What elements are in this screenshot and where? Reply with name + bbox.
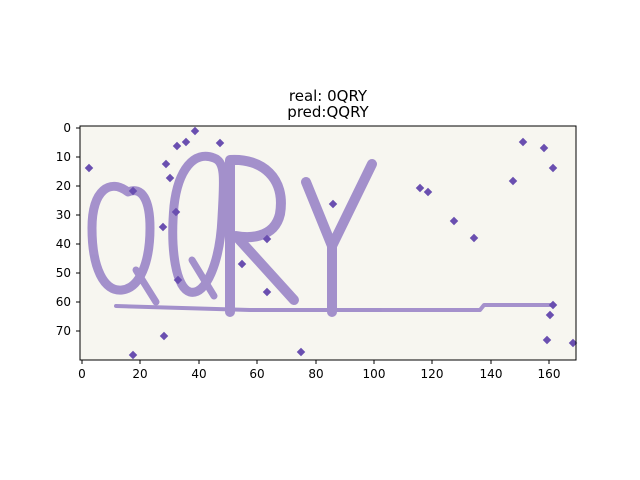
noise-dot — [181, 137, 191, 147]
x-tick-label: 80 — [308, 367, 323, 381]
noise-dot — [165, 173, 175, 183]
x-tick: 60 — [249, 360, 265, 381]
x-tick-label: 0 — [78, 367, 86, 381]
y-tick: 30 — [56, 208, 80, 222]
y-axis: 0 10 20 30 40 50 60 70 — [56, 121, 80, 338]
noise-dot — [215, 138, 225, 148]
x-tick: 40 — [191, 360, 207, 381]
y-tick-label: 50 — [56, 266, 71, 280]
noise-dot — [237, 259, 247, 269]
captcha-strokes — [87, 151, 554, 317]
noise-dots — [84, 126, 578, 360]
noise-dot — [328, 199, 338, 209]
y-tick-label: 40 — [56, 237, 71, 251]
y-tick: 50 — [56, 266, 80, 280]
x-tick: 100 — [363, 360, 386, 381]
x-tick-label: 160 — [538, 367, 561, 381]
noise-dot — [542, 335, 552, 345]
noise-dot — [415, 183, 425, 193]
x-tick-label: 40 — [191, 367, 206, 381]
noise-dot — [262, 287, 272, 297]
y-tick: 40 — [56, 237, 80, 251]
x-tick-label: 100 — [363, 367, 386, 381]
noise-dot — [423, 187, 433, 197]
x-tick: 0 — [78, 360, 86, 381]
noise-dot — [296, 347, 306, 357]
y-tick-label: 20 — [56, 179, 71, 193]
x-tick: 160 — [538, 360, 561, 381]
noise-dot — [159, 331, 169, 341]
x-tick: 80 — [308, 360, 324, 381]
noise-dot — [173, 275, 183, 285]
y-tick-label: 0 — [63, 121, 71, 135]
y-tick: 60 — [56, 295, 80, 309]
y-tick-label: 30 — [56, 208, 71, 222]
noise-dot — [568, 338, 578, 348]
y-tick-label: 70 — [56, 324, 71, 338]
x-tick-label: 120 — [421, 367, 444, 381]
x-tick-label: 60 — [249, 367, 264, 381]
noise-dot — [161, 159, 171, 169]
noise-dot — [548, 300, 558, 310]
axes-frame — [79, 125, 577, 361]
noise-dot — [128, 186, 138, 196]
glyph-y — [301, 159, 377, 317]
glyph-q1 — [87, 181, 155, 295]
noise-dot — [262, 234, 272, 244]
underline-stroke — [114, 303, 554, 312]
y-tick: 70 — [56, 324, 80, 338]
captcha-image — [80, 126, 578, 360]
glyph-q2-tail — [188, 256, 218, 300]
x-tick-label: 140 — [480, 367, 503, 381]
noise-dot — [545, 310, 555, 320]
glyph-r — [225, 154, 299, 317]
noise-dot — [469, 233, 479, 243]
y-tick-label: 10 — [56, 150, 71, 164]
y-tick-label: 60 — [56, 295, 71, 309]
noise-dot — [449, 216, 459, 226]
noise-dot — [190, 126, 200, 136]
title-line-1: real: 0QRY — [289, 87, 368, 105]
noise-dot — [158, 222, 168, 232]
y-tick: 20 — [56, 179, 80, 193]
x-tick-label: 20 — [132, 367, 147, 381]
glyph-q1-tail — [132, 266, 160, 306]
noise-dot — [172, 141, 182, 151]
x-tick: 20 — [132, 360, 148, 381]
x-tick: 140 — [480, 360, 503, 381]
x-tick: 120 — [421, 360, 444, 381]
noise-dot — [171, 207, 181, 217]
noise-dot — [128, 350, 138, 360]
y-tick: 0 — [63, 121, 80, 135]
x-axis: 0 20 40 60 80 100 120 140 160 — [78, 360, 560, 381]
title-line-2: pred:QQRY — [287, 103, 369, 121]
y-tick: 10 — [56, 150, 80, 164]
noise-dot — [84, 163, 94, 173]
glyph-q2 — [168, 151, 228, 297]
